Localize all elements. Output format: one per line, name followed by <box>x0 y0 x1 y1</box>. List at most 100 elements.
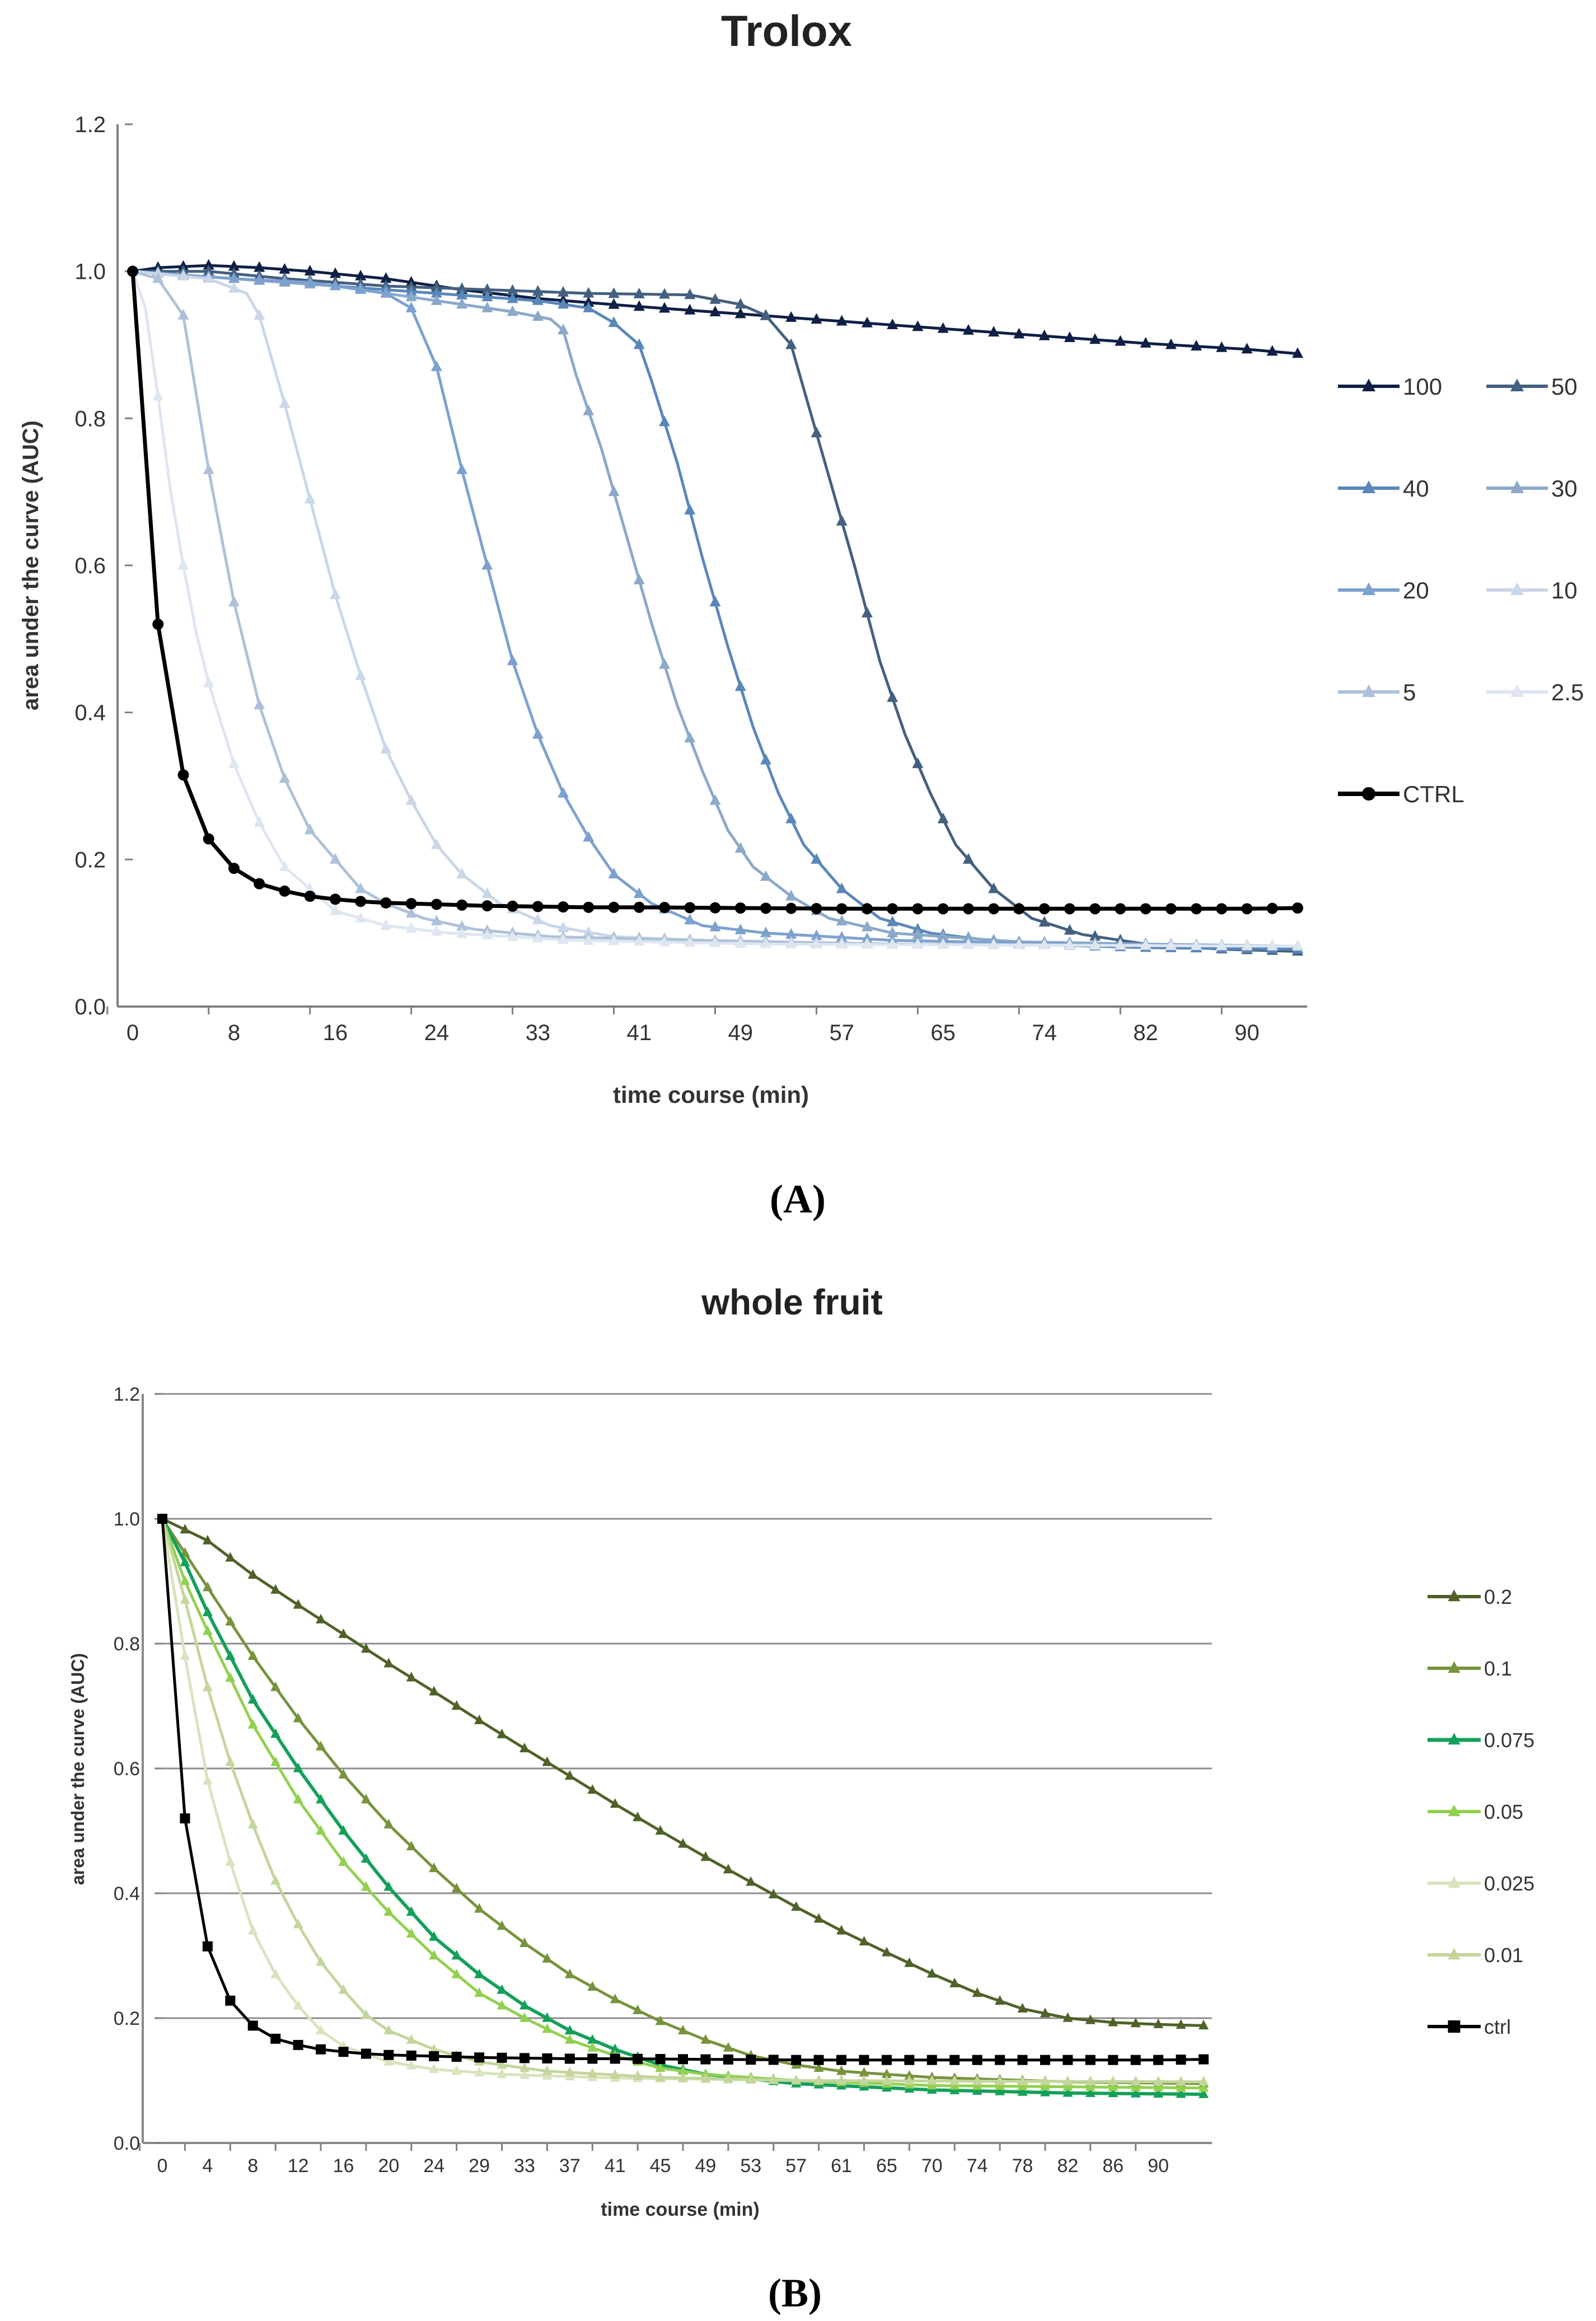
data-point <box>912 928 924 939</box>
data-point <box>519 1937 530 1947</box>
data-point <box>633 901 645 913</box>
data-point <box>811 853 822 864</box>
chart-a-y-ticks: 0.0 0.2 0.4 0.6 0.8 1.0 1.2 <box>74 113 133 1019</box>
data-point <box>338 1984 349 1994</box>
legend-item-50: 50 <box>1486 373 1578 400</box>
data-point <box>583 301 595 312</box>
data-point <box>293 1918 303 1929</box>
data-point <box>405 285 417 296</box>
data-point <box>1241 903 1253 915</box>
data-point <box>247 1819 258 1829</box>
data-point <box>152 272 164 283</box>
data-point <box>203 265 214 276</box>
data-point <box>723 1864 733 1874</box>
series-2-5 <box>127 265 1303 951</box>
data-point <box>684 303 696 315</box>
data-point <box>383 1819 394 1829</box>
legend-item-0-2: 0.2 <box>1427 1585 1512 1608</box>
data-point <box>542 2023 553 2033</box>
legend-label: 30 <box>1551 475 1578 502</box>
x-tick-label: 70 <box>921 2155 943 2177</box>
x-tick-label: 57 <box>785 2155 807 2177</box>
data-point <box>1140 939 1152 950</box>
data-point <box>700 2034 711 2044</box>
data-point <box>355 283 367 294</box>
data-point <box>1017 2055 1028 2065</box>
data-point <box>734 307 746 319</box>
data-point <box>785 311 797 322</box>
data-point <box>836 514 848 526</box>
data-point <box>542 2053 553 2063</box>
data-point <box>836 1925 847 1935</box>
data-point <box>836 915 848 926</box>
legend-label: 0.025 <box>1484 1872 1534 1895</box>
x-tick-label: 16 <box>323 1021 348 1045</box>
data-point <box>836 931 848 942</box>
data-point <box>887 903 898 915</box>
data-point <box>1115 939 1126 950</box>
data-point <box>355 882 367 893</box>
series-30 <box>127 265 1303 951</box>
data-point <box>972 2055 982 2065</box>
series-line-10 <box>132 270 1298 948</box>
chart-a-title: Trolox <box>721 6 852 55</box>
data-point <box>1040 2086 1050 2097</box>
data-point <box>270 2033 281 2044</box>
x-tick-label: 37 <box>559 2155 581 2177</box>
y-tick-label: 0.4 <box>114 1883 140 1904</box>
data-point <box>1176 2082 1186 2092</box>
data-point <box>587 2042 598 2052</box>
data-point <box>904 2070 915 2080</box>
data-point <box>202 1606 213 1616</box>
data-point <box>507 305 518 316</box>
data-point <box>430 294 442 305</box>
data-point <box>655 2054 666 2065</box>
data-point <box>225 1756 236 1766</box>
data-point <box>316 2024 326 2035</box>
data-point <box>228 260 240 271</box>
data-point <box>972 2080 982 2090</box>
legend-marker <box>1448 1589 1461 1602</box>
data-point <box>723 2042 733 2052</box>
data-point <box>355 911 367 923</box>
legend-marker <box>1510 582 1524 595</box>
data-point <box>304 891 316 902</box>
data-point <box>1176 2076 1186 2086</box>
legend-label: 0.05 <box>1484 1800 1523 1823</box>
legend-marker <box>1448 2020 1461 2033</box>
data-point <box>937 812 949 823</box>
data-point <box>564 2053 575 2064</box>
data-point <box>1153 2055 1164 2065</box>
legend-marker <box>1448 1948 1461 1960</box>
data-point <box>456 899 468 911</box>
data-point <box>429 2051 439 2062</box>
chart-a-legend: 100 50 40 30 20 10 5 2.5 CTRL <box>1338 373 1584 807</box>
data-point <box>700 2054 711 2065</box>
data-point <box>633 573 645 584</box>
data-point <box>558 298 569 309</box>
data-point <box>949 2075 960 2085</box>
data-point <box>881 1946 892 1957</box>
data-point <box>608 901 620 913</box>
data-point <box>558 921 569 932</box>
data-point <box>152 619 164 630</box>
data-point <box>228 272 240 283</box>
data-point <box>430 281 442 292</box>
data-point <box>507 292 518 303</box>
data-point <box>270 1875 281 1885</box>
data-point <box>912 903 924 915</box>
series-0-01 <box>157 1513 1209 2086</box>
data-point <box>1085 2081 1096 2091</box>
data-point <box>430 899 442 910</box>
data-point <box>684 504 696 514</box>
data-point <box>558 901 569 913</box>
data-point <box>995 2080 1005 2090</box>
data-point <box>1089 939 1101 950</box>
data-point <box>633 887 645 899</box>
data-point <box>988 903 1000 915</box>
series-0-05 <box>157 1513 1209 2092</box>
data-point <box>316 1794 326 1804</box>
x-tick-label: 33 <box>514 2155 535 2177</box>
data-point <box>405 291 417 302</box>
data-point <box>202 1775 213 1785</box>
